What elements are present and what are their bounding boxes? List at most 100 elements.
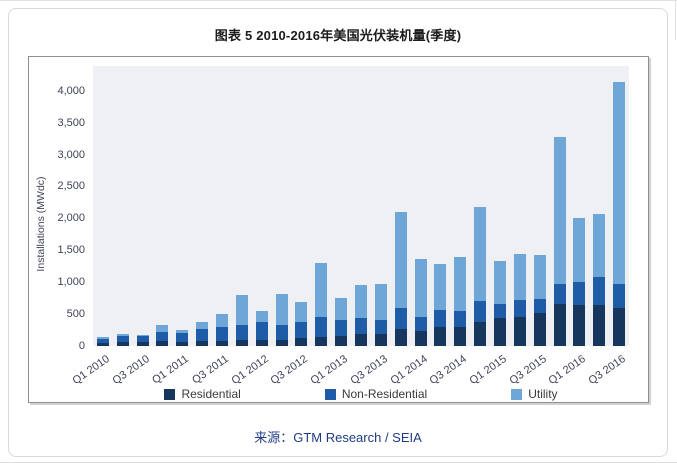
bar-segment-residential — [315, 337, 328, 346]
legend-label: Utility — [528, 387, 558, 401]
bar-segment-utility — [533, 255, 546, 300]
stacked-bar-q4-2012 — [315, 262, 328, 346]
legend-swatch-icon — [164, 388, 176, 400]
legend-label: Residential — [181, 387, 241, 401]
bar-segment-residential — [255, 340, 268, 346]
stacked-bar-q3-2016 — [613, 82, 626, 346]
bar-segment-non-residential — [295, 322, 308, 339]
stacked-bar-q3-2012 — [295, 301, 308, 346]
legend-swatch-icon — [511, 388, 523, 400]
bar-segment-residential — [235, 339, 248, 346]
bar-segment-utility — [355, 285, 367, 319]
stacked-bar-q1-2015 — [493, 261, 506, 346]
bar-segment-utility — [275, 293, 288, 326]
stacked-bar-q2-2012 — [275, 293, 288, 346]
stacked-bar-q3-2013 — [374, 283, 387, 346]
bar-segment-non-residential — [116, 336, 129, 342]
bar-segment-utility — [216, 314, 229, 328]
bar-segment-non-residential — [136, 336, 149, 343]
right-divider — [675, 0, 676, 40]
bar-segment-utility — [474, 206, 487, 301]
bar-segment-residential — [613, 308, 626, 346]
chart-image: Installations (MWdc) 0 500 1,000 1,500 2,000… — [28, 56, 649, 403]
bar-segment-utility — [553, 136, 566, 284]
bar-segment-non-residential — [454, 311, 467, 327]
bar-segment-residential — [394, 328, 407, 346]
bar-segment-non-residential — [315, 317, 328, 338]
stacked-bar-q3-2010 — [136, 334, 149, 346]
bar-segment-residential — [553, 303, 566, 346]
y-tick-label: 1,500 — [57, 244, 85, 257]
legend-item-non-residential: Non-Residential — [324, 387, 428, 401]
bar-segment-utility — [96, 336, 109, 339]
bar-segment-residential — [116, 341, 129, 346]
bar-segment-residential — [295, 338, 308, 346]
bar-segment-utility — [613, 82, 626, 285]
bar-segment-non-residential — [196, 328, 209, 342]
bar-segment-residential — [593, 304, 606, 346]
bar-segment-utility — [156, 324, 169, 332]
bar-segment-non-residential — [414, 316, 427, 332]
bar-segment-utility — [374, 283, 387, 320]
bar-segment-residential — [573, 305, 586, 346]
y-tick-label: 3,500 — [57, 116, 85, 129]
stacked-bar-q2-2015 — [513, 253, 526, 346]
bar-segment-non-residential — [493, 303, 506, 319]
bar-segment-utility — [196, 322, 209, 329]
bar-segment-non-residential — [355, 318, 367, 335]
stacked-bar-q1-2011 — [176, 329, 189, 346]
top-divider — [0, 0, 677, 1]
y-tick-label: 500 — [66, 307, 85, 320]
legend-item-utility: Utility — [511, 387, 558, 401]
stacked-bar-q4-2013 — [394, 212, 407, 346]
bar-segment-residential — [355, 334, 367, 346]
bar-segment-non-residential — [513, 300, 526, 317]
bar-segment-residential — [96, 342, 109, 346]
bar-segment-utility — [315, 262, 328, 318]
stacked-bar-q2-2011 — [196, 322, 209, 346]
bar-segment-residential — [156, 341, 169, 346]
stacked-bar-q1-2012 — [255, 310, 268, 346]
legend-label: Non-Residential — [341, 387, 428, 401]
stacked-bar-q4-2014 — [474, 206, 487, 346]
bar-segment-utility — [295, 301, 308, 323]
y-tick-label: 3,000 — [57, 148, 85, 161]
bar-segment-utility — [454, 257, 467, 312]
bar-segment-utility — [255, 310, 268, 322]
source-caption: 来源：GTM Research / SEIA — [254, 430, 422, 445]
bar-segment-utility — [116, 334, 129, 337]
bar-segment-residential — [513, 316, 526, 346]
bar-segment-non-residential — [216, 327, 229, 342]
bar-segment-non-residential — [156, 331, 169, 342]
y-tick-label: 4,000 — [57, 84, 85, 97]
plot-area — [93, 66, 629, 346]
bar-segment-residential — [414, 331, 427, 346]
stacked-bar-q4-2011 — [235, 295, 248, 346]
stacked-bar-q2-2016 — [593, 213, 606, 346]
bar-segment-non-residential — [434, 310, 447, 327]
stacked-bar-q4-2015 — [553, 136, 566, 346]
stacked-bar-q2-2010 — [116, 334, 129, 346]
bar-segment-residential — [493, 318, 506, 346]
bar-segment-utility — [136, 334, 149, 337]
bar-segment-utility — [573, 218, 586, 283]
bar-segment-utility — [513, 253, 526, 301]
bar-segment-non-residential — [394, 307, 407, 329]
figure-title: 图表 5 2010-2016年美国光伏装机量(季度) — [214, 28, 462, 43]
stacked-bar-q1-2013 — [335, 298, 348, 346]
stacked-bar-q3-2015 — [533, 255, 546, 346]
y-tick-label: 1,000 — [57, 275, 85, 288]
legend-swatch-icon — [324, 388, 336, 400]
bottom-divider — [0, 462, 677, 463]
bar-segment-utility — [235, 295, 248, 325]
bar-segment-non-residential — [96, 338, 109, 343]
legend-item-residential: Residential — [164, 387, 241, 401]
bar-segment-utility — [493, 261, 506, 304]
bar-segment-residential — [136, 342, 149, 346]
stacked-bar-q3-2014 — [454, 257, 467, 346]
bar-segment-residential — [533, 312, 546, 346]
bar-segment-residential — [176, 341, 189, 346]
bar-segment-residential — [216, 341, 229, 346]
stacked-bar-q1-2010 — [96, 336, 109, 346]
bar-segment-utility — [394, 212, 407, 308]
